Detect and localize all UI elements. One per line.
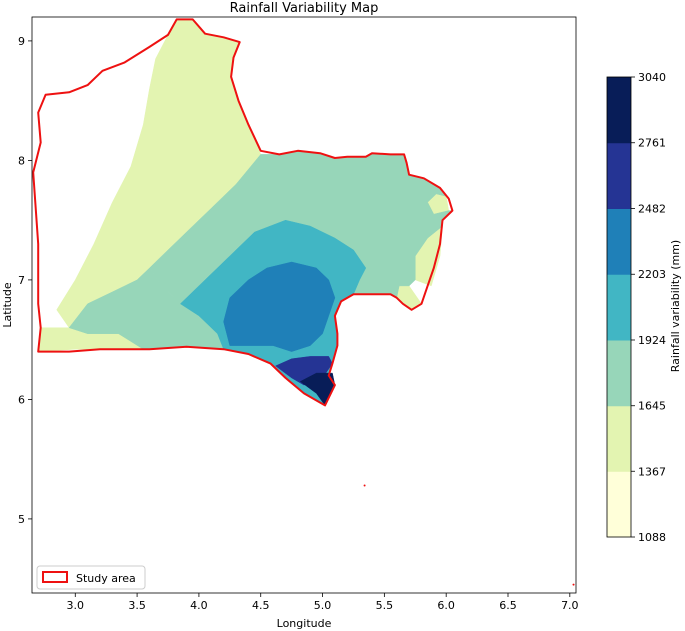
boundary-fragment-point (363, 484, 366, 487)
x-tick-label: 5.0 (314, 599, 332, 612)
x-tick-label: 3.5 (128, 599, 146, 612)
y-tick-label: 8 (18, 154, 25, 167)
colorbar-segment (607, 405, 631, 472)
colorbar-tick-label: 1367 (638, 465, 666, 478)
colorbar-segment (607, 77, 631, 144)
rainfall-class-4-region (223, 261, 336, 352)
study-area-boundary (32, 18, 575, 586)
plot-frame (31, 16, 577, 594)
x-tick-label: 7.0 (561, 599, 579, 612)
colorbar-segment (607, 142, 631, 209)
boundary-fragment-point (572, 583, 575, 586)
y-tick-label: 5 (18, 513, 25, 526)
colorbar-segment (607, 339, 631, 407)
colorbar-tick-label: 1088 (638, 531, 666, 544)
colorbar-segment (607, 471, 631, 538)
x-tick-label: 5.5 (376, 599, 394, 612)
x-axis: 3.0 3.5 4.0 4.5 5.0 5.5 6.0 6.5 7.0 (67, 593, 579, 612)
x-tick-label: 6.0 (437, 599, 455, 612)
y-tick-label: 9 (18, 35, 25, 48)
y-axis-label: Latitude (1, 282, 14, 328)
colorbar-tick-label: 2482 (638, 202, 666, 215)
colorbar-tick-label: 1645 (638, 400, 666, 413)
chart-title: Rainfall Variability Map (230, 1, 379, 16)
y-tick-label: 6 (18, 393, 25, 406)
x-axis-label: Longitude (277, 617, 332, 630)
colorbar-frame (606, 76, 632, 538)
colorbar-segment (607, 208, 631, 275)
colorbar: 1088 1367 1645 1924 2203 2482 2761 3040 (606, 71, 666, 544)
x-tick-label: 4.5 (252, 599, 270, 612)
colorbar-tick-label: 1924 (638, 334, 666, 347)
study-area-outline (32, 18, 454, 407)
legend-study-area-label: Study area (76, 572, 136, 585)
x-tick-label: 4.0 (190, 599, 208, 612)
colorbar-label: Rainfall variability (mm) (669, 240, 682, 372)
x-tick-label: 6.5 (499, 599, 517, 612)
colorbar-segment (607, 274, 631, 341)
rainfall-map (37, 19, 454, 406)
colorbar-tick-label: 2761 (638, 137, 666, 150)
legend-study-area-swatch (42, 571, 68, 583)
colorbar-tick-label: 2203 (638, 268, 666, 281)
colorbar-tick-label: 3040 (638, 71, 666, 84)
legend: Study area (36, 565, 146, 590)
y-tick-label: 7 (18, 274, 25, 287)
y-axis: 5 6 7 8 9 (18, 35, 32, 526)
x-tick-label: 3.0 (67, 599, 85, 612)
